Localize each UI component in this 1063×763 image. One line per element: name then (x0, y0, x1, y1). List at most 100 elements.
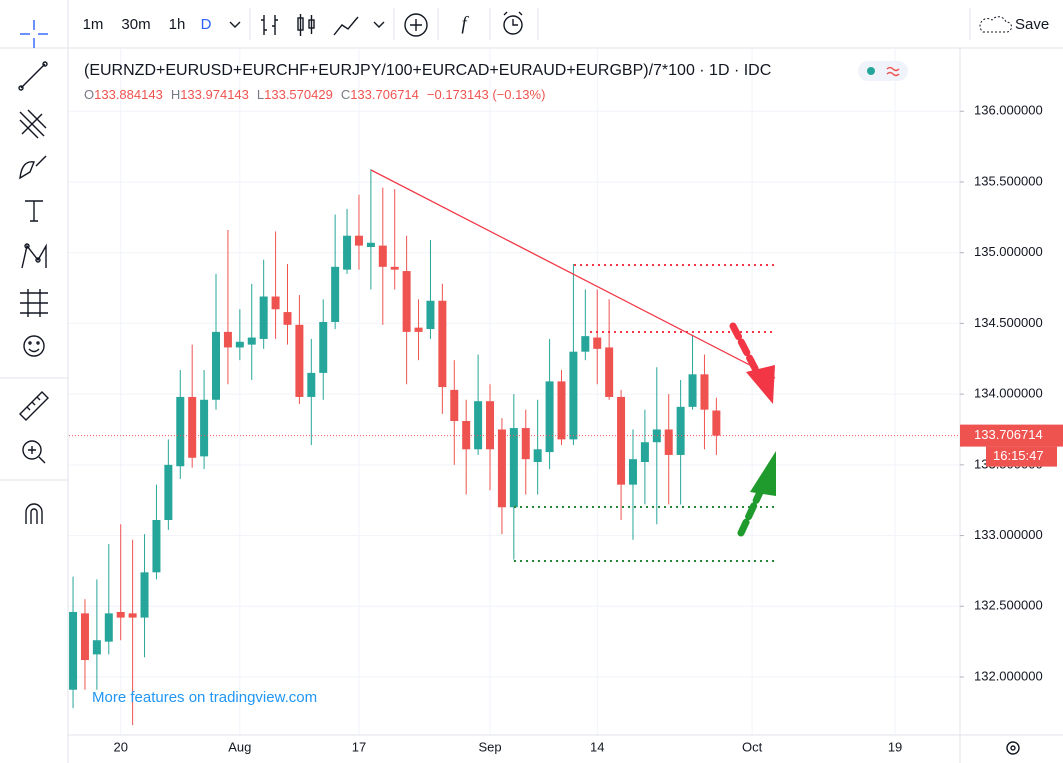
candle-body (700, 374, 709, 410)
candle-body (640, 442, 649, 463)
bars-style-button[interactable] (261, 15, 278, 35)
candle-body (462, 420, 471, 450)
zoom-tool[interactable] (22, 440, 46, 464)
candle-body (593, 337, 602, 349)
candle-body (188, 396, 197, 458)
ohlc-key: O (84, 87, 94, 102)
candle-body (676, 406, 685, 455)
ohlc-legend: O133.884143 H133.974143 L133.570429 C133.70… (84, 87, 545, 102)
candle-body (569, 351, 578, 440)
candle-body (152, 520, 161, 573)
compare-button[interactable] (404, 13, 428, 37)
y-tick-label: 135.000000 (974, 244, 1043, 259)
candle-body (80, 613, 89, 661)
x-tick-label: Sep (478, 739, 501, 754)
candle-body (354, 235, 363, 246)
y-tick-label: 133.000000 (974, 527, 1043, 542)
candle-body (307, 372, 316, 397)
interval-button[interactable]: 1m (83, 16, 104, 33)
text-tool[interactable] (25, 200, 43, 222)
chart-title: (EURNZD+EURUSD+EURCHF+EURJPY/100+EURCAD+… (84, 62, 771, 79)
candle-body (247, 337, 256, 345)
x-tick-label: 14 (590, 739, 604, 754)
candle-body (92, 640, 101, 655)
candle-body (652, 429, 661, 443)
candle-body (581, 336, 590, 352)
ohlc-value: 133.706714 (350, 87, 419, 102)
interval-button[interactable]: 1h (169, 16, 186, 33)
candle-body (390, 266, 399, 270)
save-button[interactable]: Save (1015, 16, 1049, 33)
candle-body (605, 347, 614, 397)
candle-body (212, 331, 221, 400)
measure-tool[interactable] (19, 391, 49, 421)
pitchfork-tool[interactable] (19, 109, 47, 139)
candle-body (140, 572, 149, 618)
y-tick-label: 132.500000 (974, 598, 1043, 613)
trend-line-tool[interactable] (18, 61, 48, 91)
x-tick-label: Oct (742, 739, 763, 754)
candle-body (319, 321, 328, 373)
y-tick-label: 135.500000 (974, 173, 1043, 188)
save-icon[interactable] (979, 16, 1013, 33)
alert-button[interactable] (503, 11, 523, 35)
candle-body (664, 429, 673, 455)
candle-body (343, 235, 352, 270)
top-toolbar: 1m 30m 1h D f Save (83, 8, 1049, 40)
prediction-tool[interactable] (20, 289, 48, 317)
candle-body (474, 401, 483, 450)
status-dot (858, 61, 908, 81)
pattern-tool[interactable] (21, 243, 47, 269)
y-tick-label: 134.000000 (974, 386, 1043, 401)
brush-tool[interactable] (19, 155, 47, 180)
candle-body (283, 312, 292, 325)
magnet-tool[interactable] (25, 503, 43, 524)
countdown-box (986, 446, 1057, 467)
last-price-box (960, 424, 1063, 447)
candle-body (378, 245, 387, 267)
candle-body (688, 374, 697, 407)
watermark-link[interactable]: More features on tradingview.com (92, 689, 317, 706)
candle-body (557, 381, 566, 440)
drawings (370, 169, 776, 562)
candle-body (176, 396, 185, 467)
candle-body (533, 449, 542, 463)
candle-body (545, 381, 554, 453)
candle-body (128, 613, 137, 618)
last-price-label: 133.706714 (974, 427, 1043, 442)
y-tick-label: 136.000000 (974, 103, 1043, 118)
candle-body (450, 389, 459, 421)
candle-body (497, 429, 506, 508)
x-tick-label: 17 (352, 739, 366, 754)
interval-dropdown[interactable] (229, 21, 241, 28)
interval-button[interactable]: 30m (121, 16, 150, 33)
red-arrow (729, 322, 775, 404)
indicators-button[interactable]: f (461, 13, 469, 34)
x-tick-label: Aug (228, 739, 251, 754)
candle-body (628, 459, 637, 485)
candle-body (104, 613, 113, 642)
ohlc-value: 133.570429 (264, 87, 333, 102)
candle-body (486, 401, 495, 450)
green-arrow (737, 451, 776, 537)
countdown-label: 16:15:47 (993, 448, 1044, 463)
candle-body (414, 327, 423, 332)
emoji-tool[interactable] (23, 335, 45, 357)
candles-style-button[interactable] (297, 14, 315, 36)
crosshair-tool[interactable] (20, 20, 48, 48)
candle-body (271, 296, 280, 310)
ohlc-key: H (171, 87, 180, 102)
x-tick-label: 20 (113, 739, 127, 754)
x-tick-label: 19 (888, 739, 902, 754)
interval-button[interactable]: D (201, 16, 212, 33)
candle-body (366, 242, 375, 248)
settings-button[interactable] (1006, 741, 1020, 755)
candle-body (295, 324, 304, 397)
area-style-button[interactable] (333, 16, 359, 36)
ohlc-value: 133.884143 (94, 87, 163, 102)
candle-body (235, 341, 244, 348)
trend-line (370, 169, 776, 379)
style-dropdown[interactable] (373, 21, 385, 28)
